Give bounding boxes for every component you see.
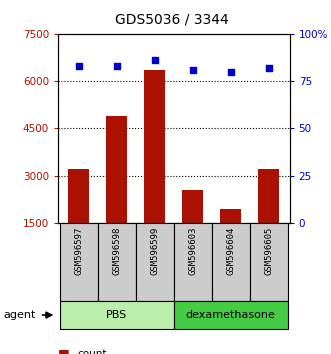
Point bbox=[266, 65, 271, 70]
Point bbox=[114, 63, 119, 69]
Text: GSM596597: GSM596597 bbox=[74, 227, 83, 275]
Text: ■: ■ bbox=[58, 348, 70, 354]
Bar bbox=[250, 223, 288, 301]
Bar bbox=[60, 223, 98, 301]
Text: GSM596599: GSM596599 bbox=[150, 227, 159, 275]
Bar bbox=[220, 209, 241, 223]
Point bbox=[152, 57, 158, 63]
Text: count: count bbox=[78, 349, 107, 354]
Bar bbox=[258, 169, 279, 223]
Bar bbox=[136, 223, 174, 301]
Text: GSM596598: GSM596598 bbox=[112, 227, 121, 275]
Bar bbox=[174, 301, 288, 329]
Text: GSM596603: GSM596603 bbox=[188, 227, 197, 275]
Point bbox=[76, 63, 81, 69]
Bar bbox=[174, 223, 212, 301]
Text: GDS5036 / 3344: GDS5036 / 3344 bbox=[115, 12, 229, 27]
Point bbox=[190, 67, 195, 73]
Text: GSM596604: GSM596604 bbox=[226, 227, 235, 275]
Bar bbox=[212, 223, 250, 301]
Bar bbox=[98, 223, 136, 301]
Text: agent: agent bbox=[3, 310, 36, 320]
Point bbox=[228, 69, 233, 74]
Text: GSM596605: GSM596605 bbox=[264, 227, 273, 275]
Bar bbox=[182, 190, 203, 223]
Bar bbox=[69, 169, 89, 223]
Bar bbox=[144, 70, 165, 223]
Text: dexamethasone: dexamethasone bbox=[186, 310, 276, 320]
Text: PBS: PBS bbox=[106, 310, 127, 320]
Bar bbox=[106, 116, 127, 223]
Bar bbox=[60, 301, 174, 329]
